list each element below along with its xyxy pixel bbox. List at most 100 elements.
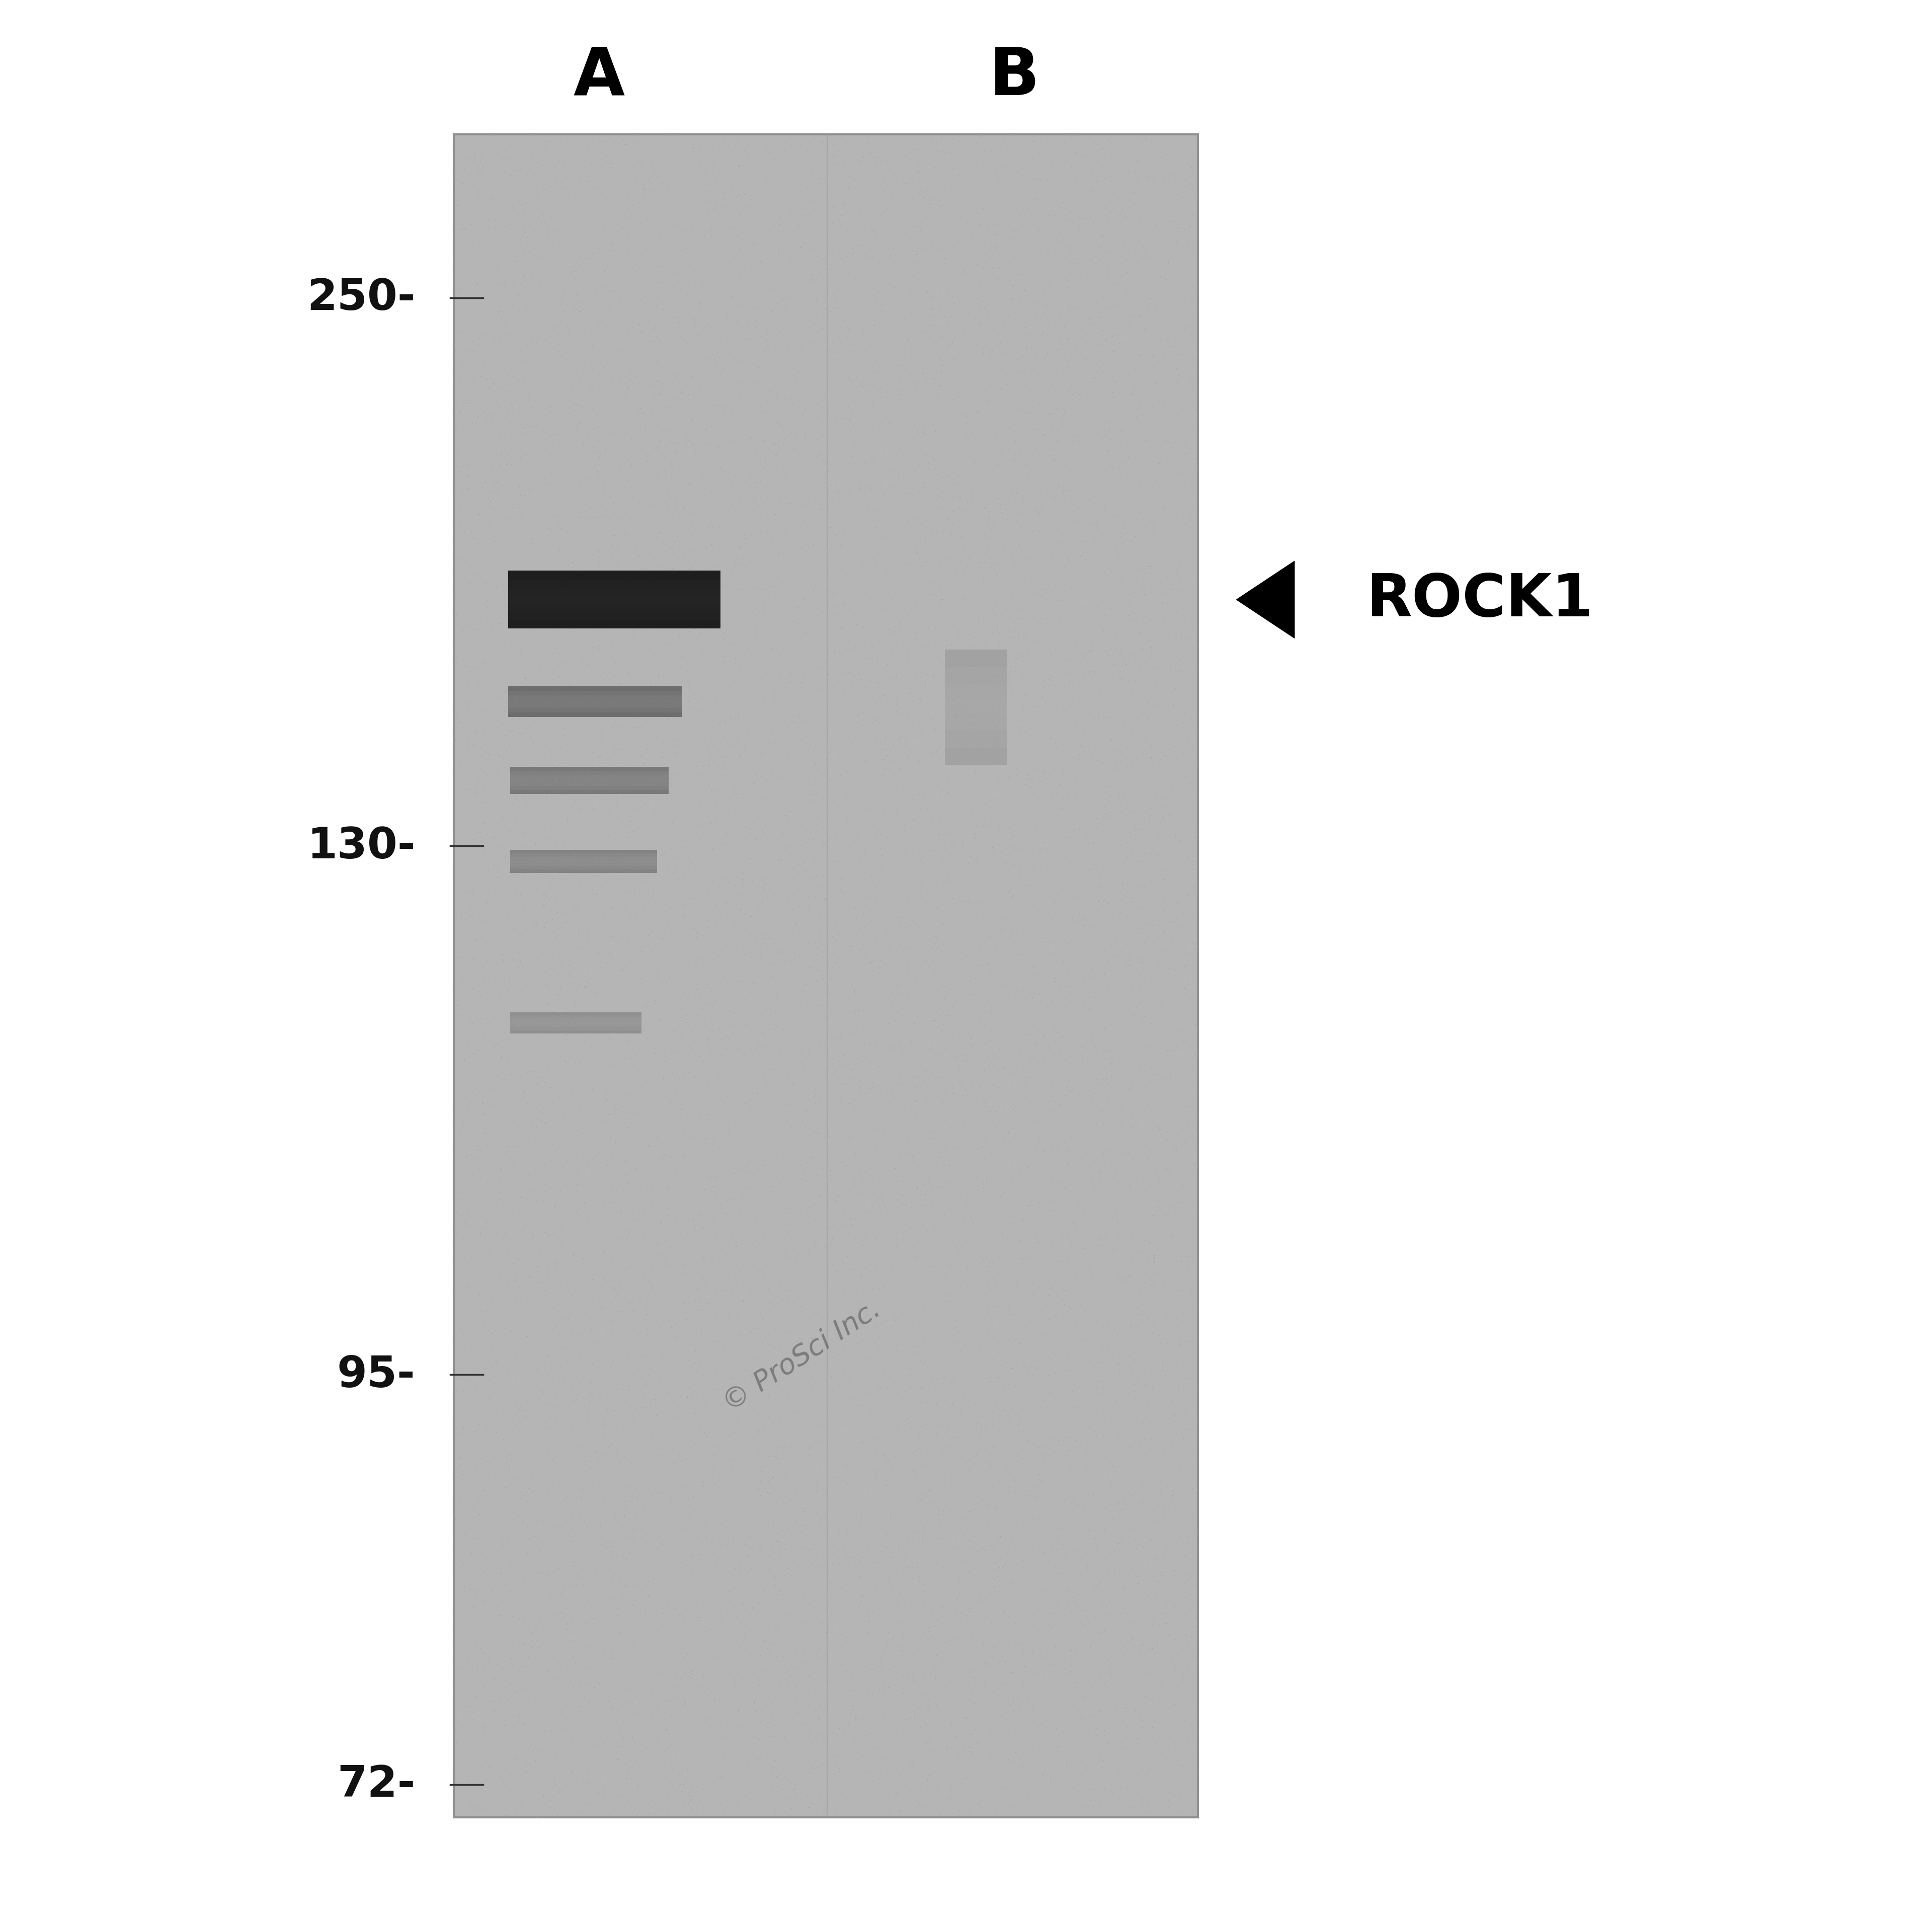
Point	[618, 129, 649, 160]
Point	[553, 1738, 583, 1769]
Point	[680, 1777, 711, 1808]
Point	[498, 1792, 529, 1823]
Point	[1163, 796, 1194, 827]
Point	[686, 1369, 717, 1400]
Point	[796, 590, 827, 621]
Point	[696, 325, 726, 356]
Point	[456, 1225, 487, 1256]
Point	[481, 1429, 512, 1460]
Point	[711, 929, 742, 960]
Point	[468, 212, 498, 242]
Point	[464, 1490, 495, 1521]
Point	[491, 1581, 522, 1611]
Point	[697, 1375, 728, 1406]
Point	[1097, 1498, 1128, 1529]
Point	[632, 740, 663, 771]
Point	[504, 1465, 535, 1496]
Point	[1001, 1040, 1032, 1071]
Point	[784, 1196, 815, 1227]
Point	[668, 1365, 699, 1396]
Point	[767, 1002, 798, 1033]
Point	[1041, 1079, 1072, 1110]
Point	[504, 1369, 535, 1400]
Point	[966, 129, 997, 160]
Point	[475, 1161, 506, 1192]
Point	[512, 1427, 543, 1458]
Point	[1128, 1052, 1159, 1083]
Point	[1173, 1611, 1204, 1642]
Point	[922, 737, 952, 767]
Point	[769, 554, 800, 585]
Point	[796, 221, 827, 252]
Point	[854, 1029, 885, 1060]
Point	[964, 1029, 995, 1060]
Point	[1053, 1244, 1084, 1275]
Point	[786, 356, 817, 387]
Point	[1047, 613, 1078, 644]
Point	[730, 848, 761, 879]
Point	[510, 944, 541, 975]
Point	[448, 623, 479, 654]
Point	[995, 637, 1026, 667]
Point	[643, 1721, 674, 1752]
Point	[690, 738, 721, 769]
Point	[1132, 1785, 1163, 1815]
Point	[804, 800, 835, 831]
Point	[1086, 1573, 1117, 1604]
Point	[833, 125, 864, 156]
Point	[1074, 1569, 1105, 1600]
Point	[993, 1621, 1024, 1652]
Point	[852, 1094, 883, 1125]
Point	[634, 327, 665, 358]
Point	[951, 1485, 981, 1515]
Point	[823, 535, 854, 565]
Point	[551, 1367, 582, 1398]
Point	[1076, 510, 1107, 540]
Point	[1009, 1546, 1039, 1577]
Point	[1055, 404, 1086, 435]
Point	[1068, 1704, 1099, 1735]
Point	[941, 162, 972, 192]
Point	[893, 463, 923, 494]
Point	[875, 1183, 906, 1213]
Point	[835, 894, 866, 925]
Point	[999, 337, 1030, 367]
Point	[1124, 1506, 1155, 1536]
Point	[1134, 721, 1165, 752]
Point	[585, 888, 616, 919]
Point	[777, 760, 808, 790]
Point	[775, 1131, 806, 1161]
Point	[987, 1481, 1018, 1511]
Point	[684, 1115, 715, 1146]
Point	[1175, 123, 1206, 154]
Point	[1179, 1052, 1209, 1083]
Point	[639, 1523, 670, 1554]
Point	[773, 442, 804, 473]
Point	[941, 1086, 972, 1117]
Point	[753, 560, 784, 590]
Point	[632, 810, 663, 840]
Point	[958, 1788, 989, 1819]
Point	[549, 379, 580, 410]
Point	[871, 821, 902, 852]
Point	[1113, 600, 1144, 631]
Point	[549, 394, 580, 425]
Point	[512, 1206, 543, 1236]
Point	[535, 1300, 566, 1331]
Point	[829, 217, 860, 248]
Point	[655, 273, 686, 304]
Point	[1074, 585, 1105, 615]
Point	[1101, 381, 1132, 412]
Point	[1119, 1013, 1150, 1044]
Point	[514, 392, 545, 423]
Point	[887, 617, 918, 648]
Point	[1128, 1735, 1159, 1765]
Point	[728, 1717, 759, 1748]
Point	[1080, 1067, 1111, 1098]
Point	[970, 687, 1001, 717]
Point	[1169, 1463, 1200, 1494]
Point	[1115, 1567, 1146, 1598]
Point	[462, 1333, 493, 1363]
Point	[844, 519, 875, 550]
Point	[527, 1285, 558, 1315]
